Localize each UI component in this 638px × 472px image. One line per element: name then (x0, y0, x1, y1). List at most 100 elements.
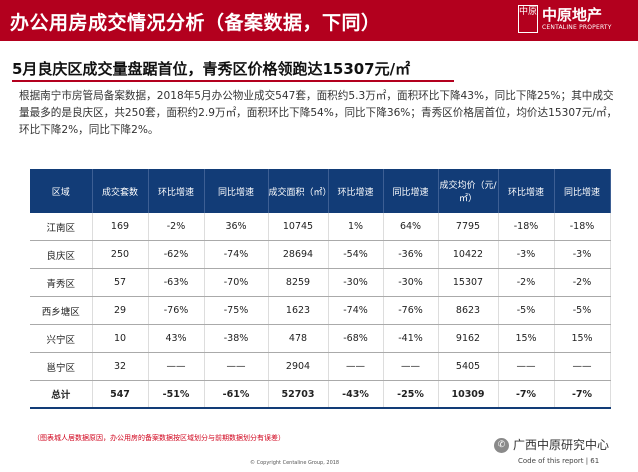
table-cell: -38% (204, 324, 269, 353)
table-row: 青秀区 57 -63% -70% 8259 -30% -30% 15307 -2% -2% (30, 268, 611, 297)
table-cell: 7795 (438, 213, 499, 241)
table-cell: 57 (92, 268, 149, 297)
table-cell: -51% (148, 380, 205, 409)
header-cell: 环比增速 (498, 169, 555, 213)
header-cell: 成交均价（元/㎡） (438, 169, 499, 213)
transaction-table: 区域 成交套数 环比增速 同比增速 成交面积（㎡） 环比增速 同比增速 成交均价… (30, 169, 611, 409)
district-cell: 总计 (30, 380, 93, 409)
district-cell: 兴宁区 (30, 324, 93, 353)
table-cell: 36% (204, 213, 269, 241)
table-cell: -18% (554, 213, 611, 241)
table-cell: -41% (383, 324, 439, 353)
table-cell: 1% (328, 213, 384, 241)
table-cell: 5405 (438, 352, 499, 381)
logo-en-text: CENTALINE PROPERTY (542, 24, 612, 31)
table-cell: -30% (383, 268, 439, 297)
table-cell: -76% (148, 296, 205, 325)
logo-cn-text: 中原地产 (542, 6, 603, 24)
table-cell: 29 (92, 296, 149, 325)
table-cell: -63% (148, 268, 205, 297)
table-cell: -75% (204, 296, 269, 325)
table-cell: 10 (92, 324, 149, 353)
table-cell: 9162 (438, 324, 499, 353)
wechat-label: 广西中原研究中心 (513, 438, 610, 452)
table-cell: -5% (554, 296, 611, 325)
district-cell: 西乡塘区 (30, 296, 93, 325)
table-cell: 32 (92, 352, 149, 381)
district-cell: 良庆区 (30, 240, 93, 269)
table-cell: -2% (554, 268, 611, 297)
table-cell: -61% (204, 380, 269, 409)
table-cell: 15% (554, 324, 611, 353)
table-row: 西乡塘区 29 -76% -75% 1623 -74% -76% 8623 -5% -5% (30, 296, 611, 325)
table-cell: 8259 (268, 268, 329, 297)
table-cell: 250 (92, 240, 149, 269)
table-cell: —— (498, 352, 555, 381)
page-title: 办公用房成交情况分析（备案数据，下同） (10, 12, 381, 34)
header-cell: 同比增速 (204, 169, 269, 213)
subtitle-underline (12, 80, 454, 82)
table-cell: 52703 (268, 380, 329, 409)
table-cell: -68% (328, 324, 384, 353)
table-cell: 10745 (268, 213, 329, 241)
table-cell: 43% (148, 324, 205, 353)
table-cell: -3% (498, 240, 555, 269)
table-cell: -3% (554, 240, 611, 269)
table-row: 邕宁区 32 —— —— 2904 —— —— 5405 —— —— (30, 352, 611, 381)
header-cell: 区域 (30, 169, 93, 213)
table-cell: 28694 (268, 240, 329, 269)
table-cell: —— (383, 352, 439, 381)
table-cell: 15% (498, 324, 555, 353)
summary-paragraph: 根据南宁市房管局备案数据，2018年5月办公物业成交547套，面积约5.3万㎡，… (19, 90, 618, 136)
table-cell: -5% (498, 296, 555, 325)
table-cell: 15307 (438, 268, 499, 297)
header-cell: 环比增速 (328, 169, 384, 213)
centaline-logo: 中原 中原地产 CENTALINE PROPERTY (518, 4, 634, 36)
header-bar: 办公用房成交情况分析（备案数据，下同） 中原 中原地产 CENTALINE PR… (0, 0, 638, 41)
footnote: （图表城人居数据原因，办公用房的备案数据按区域划分与前期数据划分有误差） (33, 434, 285, 442)
table-total-row: 总计 547 -51% -61% 52703 -43% -25% 10309 -7% -7% (30, 380, 611, 409)
district-cell: 青秀区 (30, 268, 93, 297)
table-row: 良庆区 250 -62% -74% 28694 -54% -36% 10422 -3% -3% (30, 240, 611, 269)
table-cell: -7% (554, 380, 611, 409)
table-cell: -2% (498, 268, 555, 297)
table-cell: -74% (328, 296, 384, 325)
table-cell: -36% (383, 240, 439, 269)
table-cell: 10309 (438, 380, 499, 409)
header-cell: 成交面积（㎡） (268, 169, 332, 213)
table-cell: 169 (92, 213, 149, 241)
wechat-source: ✆ 广西中原研究中心 (494, 436, 609, 453)
header-cell: 同比增速 (383, 169, 439, 213)
section-subtitle: 5月良庆区成交量盘踞首位，青秀区价格领跑达15307元/㎡ (12, 60, 411, 78)
table-cell: -76% (383, 296, 439, 325)
table-row: 江南区 169 -2% 36% 10745 1% 64% 7795 -18% -18% (30, 213, 611, 241)
table-row: 兴宁区 10 43% -38% 478 -68% -41% 9162 15% 15% (30, 324, 611, 353)
header-cell: 环比增速 (148, 169, 205, 213)
table-cell: -18% (498, 213, 555, 241)
report-code: Code of this report | 61 (518, 457, 600, 465)
table-cell: —— (148, 352, 205, 381)
logo-mark: 中原 (518, 5, 538, 33)
header-cell: 同比增速 (554, 169, 611, 213)
table-cell: —— (204, 352, 269, 381)
table-header-row: 区域 成交套数 环比增速 同比增速 成交面积（㎡） 环比增速 同比增速 成交均价… (30, 169, 611, 213)
table-cell: 547 (92, 380, 149, 409)
table-cell: -25% (383, 380, 439, 409)
table-cell: 64% (383, 213, 439, 241)
wechat-icon: ✆ (494, 438, 509, 453)
table-cell: —— (554, 352, 611, 381)
table-cell: -30% (328, 268, 384, 297)
table-cell: —— (328, 352, 384, 381)
table-cell: -74% (204, 240, 269, 269)
table-cell: -70% (204, 268, 269, 297)
header-cell: 成交套数 (92, 169, 149, 213)
copyright: © Copyright Centaline Group, 2018 (250, 460, 340, 466)
district-cell: 邕宁区 (30, 352, 93, 381)
table-cell: -54% (328, 240, 384, 269)
table-cell: 10422 (438, 240, 499, 269)
table-cell: -7% (498, 380, 555, 409)
district-cell: 江南区 (30, 213, 93, 241)
table-cell: -2% (148, 213, 205, 241)
table-cell: 478 (268, 324, 329, 353)
table-cell: 8623 (438, 296, 499, 325)
